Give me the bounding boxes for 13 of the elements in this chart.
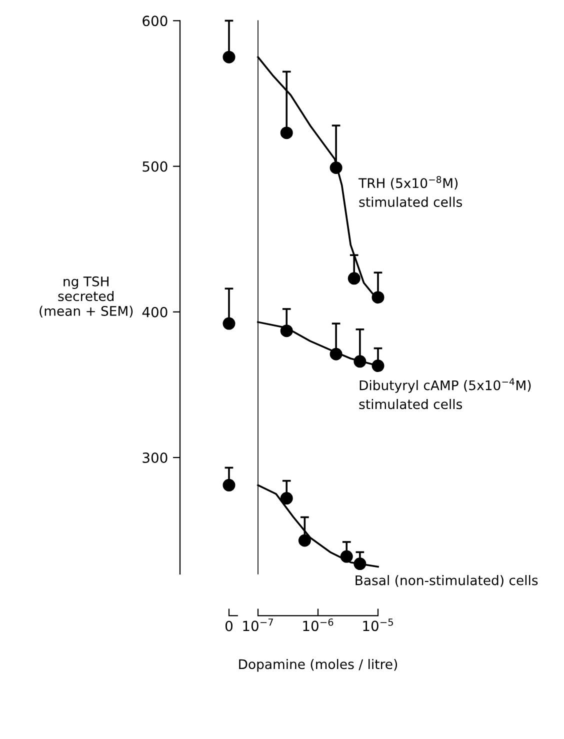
y-tick-label: 300 [142,452,168,463]
y-tick-label: 500 [142,161,168,172]
y-tick-label: 400 [142,306,168,318]
x-axis-title: Dopamine (moles / litre) [239,658,398,672]
y-axis-title: ng TSH secreted (mean + SEM) [40,276,133,318]
x-tick-label: 10$^{−7}$ [243,618,273,632]
x-tick-label: 10$^{−6}$ [303,618,334,632]
series-label: Basal (non-stimulated) cells [356,575,538,587]
series-label: TRH (5x10$^{−8}$M) stimulated cells [358,176,462,207]
x-tick-label: 0 [225,620,232,632]
text: Dibutyryl cAMP (5x10$^{−4}$M) stimulated cells [359,378,531,410]
y-tick-label: 600 [142,16,168,26]
x-tick-label: 10$^{−5}$ [363,618,393,632]
